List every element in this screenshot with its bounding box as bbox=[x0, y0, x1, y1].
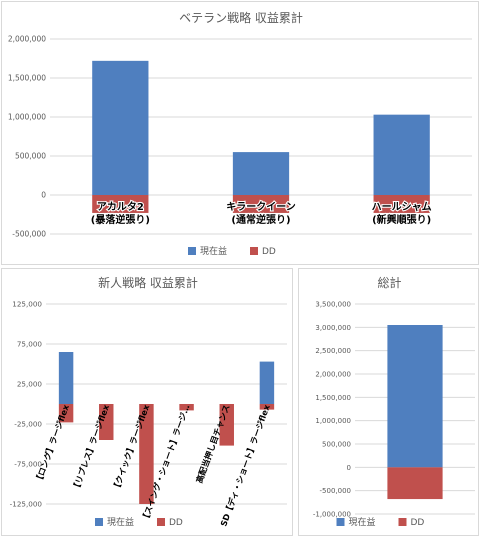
y-tick-label: 2,500,000 bbox=[315, 347, 351, 355]
y-tick-label: 1,500,000 bbox=[315, 394, 351, 402]
total-chart: 総計 -1,000,000 -500,000 0 500,000 1,000,000 1,5… bbox=[313, 275, 475, 528]
bar-current bbox=[373, 114, 430, 195]
x-tick-label: ハールシャム bbox=[372, 201, 432, 213]
legend-swatch-current bbox=[188, 247, 196, 255]
x-tick-label: 【ロング】ラージflex bbox=[33, 403, 71, 485]
legend-swatch-current bbox=[336, 518, 345, 526]
chart-title: 新人戦略 収益累計 bbox=[98, 275, 198, 290]
y-tick-label: -500,000 bbox=[320, 487, 351, 495]
bar-current bbox=[387, 325, 443, 468]
bar-dd bbox=[139, 404, 154, 504]
bar-dd bbox=[58, 404, 74, 423]
y-tick-label: 3,500,000 bbox=[315, 301, 351, 309]
bar-current bbox=[92, 60, 149, 196]
chart-title: 総計 bbox=[377, 275, 401, 290]
legend-swatch-current bbox=[95, 518, 103, 526]
legend-label-current: 現在益 bbox=[349, 516, 376, 528]
bar-dd bbox=[99, 404, 114, 440]
y-tick-label: 75,000 bbox=[17, 340, 43, 349]
veteran-chart-panel: ベテラン戦略 収益累計 -500,000 0 500,000 1,000,000 1,50… bbox=[1, 1, 479, 265]
x-tick-label: 【リブレス】ラージflex bbox=[70, 403, 111, 493]
y-tick-label: 1,500,000 bbox=[8, 74, 46, 83]
legend-label-current: 現在益 bbox=[107, 516, 134, 528]
y-tick-label: 2,000,000 bbox=[315, 371, 351, 379]
bar-dd bbox=[92, 195, 149, 213]
x-tick-label: (暴落逆張り) bbox=[91, 213, 150, 226]
y-tick-label: -125,000 bbox=[10, 500, 43, 509]
bar-dd bbox=[387, 467, 443, 500]
legend-swatch-dd bbox=[398, 518, 407, 526]
y-tick-label: -1,000,000 bbox=[313, 511, 351, 519]
y-tick-label: -75,000 bbox=[14, 460, 42, 469]
chart-title: ベテラン戦略 収益累計 bbox=[179, 10, 303, 25]
bar-current bbox=[232, 152, 290, 195]
y-tick-label: 1,000,000 bbox=[8, 113, 46, 122]
legend-swatch-dd bbox=[250, 247, 258, 255]
bar-dd bbox=[373, 195, 430, 213]
y-tick-label: 0 bbox=[347, 464, 351, 472]
x-tick-label: キラークイーン bbox=[226, 201, 296, 213]
bar-dd bbox=[179, 404, 194, 411]
bar-current bbox=[58, 352, 74, 404]
legend-label-current: 現在益 bbox=[200, 245, 227, 257]
bar-dd bbox=[259, 404, 275, 410]
newcomer-chart-panel: 新人戦略 収益累計 -125,000 -75,000 -25,000 25,000 75,… bbox=[1, 268, 293, 536]
y-tick-label: 1,000,000 bbox=[315, 417, 351, 425]
y-tick-label: 2,000,000 bbox=[8, 35, 46, 44]
y-tick-label: 125,000 bbox=[12, 300, 42, 309]
legend-label-dd: DD bbox=[169, 518, 183, 528]
veteran-chart: ベテラン戦略 収益累計 -500,000 0 500,000 1,000,000 1,50… bbox=[8, 10, 472, 257]
y-tick-label: 500,000 bbox=[322, 441, 351, 449]
newcomer-chart: 新人戦略 収益累計 -125,000 -75,000 -25,000 25,000 75,… bbox=[10, 275, 287, 528]
x-tick-label: (通常逆張り) bbox=[231, 213, 290, 226]
y-tick-label: -500,000 bbox=[12, 230, 46, 239]
bar-dd bbox=[219, 404, 234, 446]
total-chart-panel: 総計 -1,000,000 -500,000 0 500,000 1,000,000 1,5… bbox=[298, 268, 479, 536]
bar-dd bbox=[232, 195, 290, 213]
y-tick-label: 3,000,000 bbox=[315, 324, 351, 332]
x-tick-label: (新興順張り) bbox=[372, 213, 431, 226]
x-tick-label: アカルタ2 bbox=[97, 201, 144, 213]
legend-swatch-dd bbox=[157, 518, 165, 526]
legend-label-dd: DD bbox=[411, 518, 425, 528]
y-tick-label: -25,000 bbox=[14, 420, 42, 429]
y-tick-label: 0 bbox=[41, 191, 46, 200]
bar-current bbox=[259, 361, 275, 404]
legend-label-dd: DD bbox=[262, 247, 276, 257]
y-tick-label: 500,000 bbox=[15, 152, 46, 161]
y-tick-label: 25,000 bbox=[17, 380, 43, 389]
